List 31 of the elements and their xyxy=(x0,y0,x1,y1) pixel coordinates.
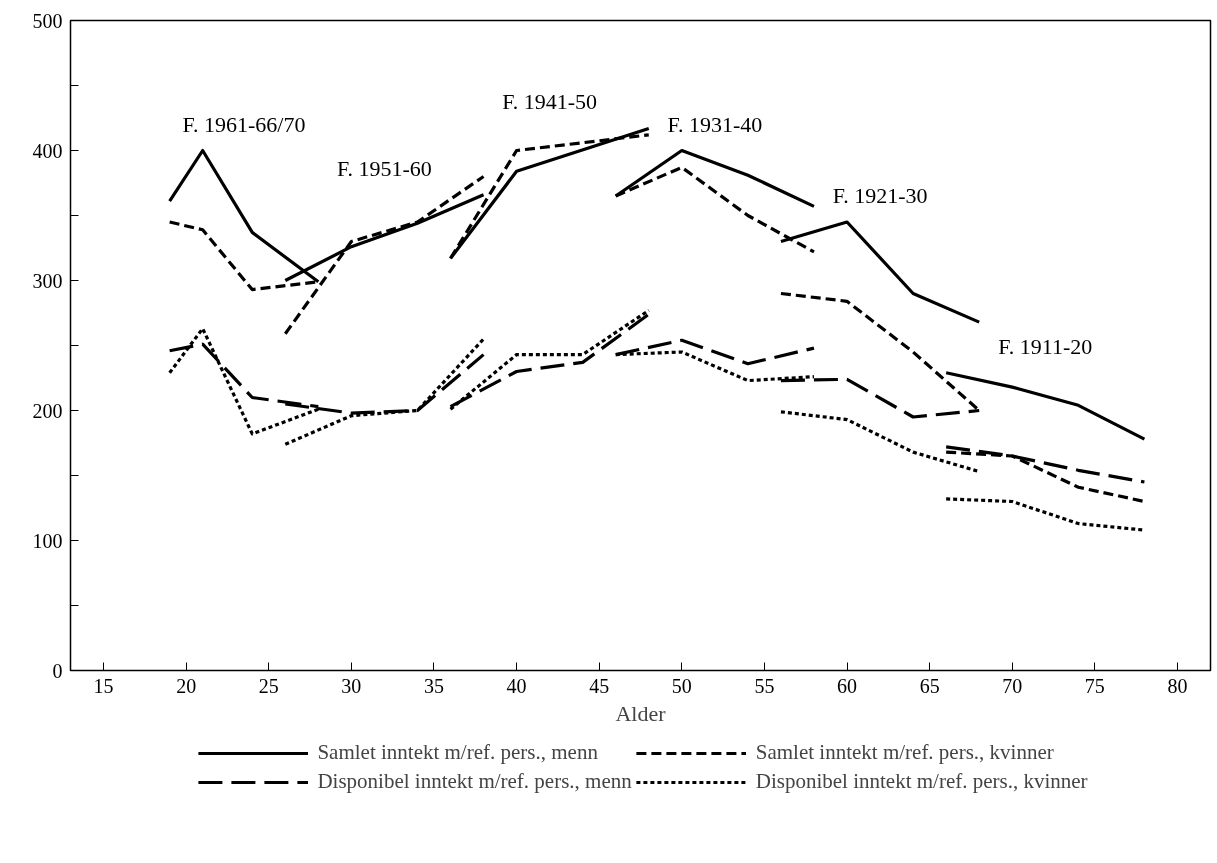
annotation: F. 1921-30 xyxy=(832,183,928,208)
x-tick-label: 75 xyxy=(1084,674,1105,697)
annotation: F. 1911-20 xyxy=(998,333,1093,359)
x-axis-title: Alder xyxy=(615,700,667,726)
text: Disponibel inntekt m/ref. pers., menn xyxy=(317,769,632,794)
y-tick-label: 100 xyxy=(32,529,63,552)
x-tick-label: 20 xyxy=(176,674,197,697)
x-tick-label: 50 xyxy=(671,674,692,697)
y-tick-label: 500 xyxy=(32,9,63,32)
x-tick-label: 35 xyxy=(423,674,444,697)
x-tick-label: 40 xyxy=(506,674,527,697)
x-tick-label: 65 xyxy=(919,674,940,697)
x-tick-label: 25 xyxy=(258,674,279,697)
y-tick-label: 200 xyxy=(32,399,63,422)
y-tick-label: 0 xyxy=(52,659,63,682)
x-tick-label: 70 xyxy=(1002,674,1023,697)
annotation: F. 1931-40 xyxy=(667,111,763,137)
annotation: F. 1941-50 xyxy=(502,89,598,115)
text: Samlet inntekt m/ref. pers., menn xyxy=(317,740,598,765)
x-tick-label: 55 xyxy=(754,674,775,697)
text: Samlet inntekt m/ref. pers., kvinner xyxy=(755,740,1054,765)
x-tick-label: 30 xyxy=(341,674,362,697)
x-tick-label: 80 xyxy=(1167,674,1188,697)
x-tick-label: 15 xyxy=(93,674,114,697)
text: Disponibel inntekt m/ref. pers., kvinner xyxy=(755,769,1088,794)
x-tick-label: 60 xyxy=(837,674,858,697)
annotation: F. 1961-66/70 xyxy=(182,111,306,137)
y-tick-label: 400 xyxy=(32,139,63,162)
annotation: F. 1951-60 xyxy=(337,155,432,181)
x-tick-label: 45 xyxy=(589,674,610,697)
y-tick-label: 300 xyxy=(32,269,63,292)
